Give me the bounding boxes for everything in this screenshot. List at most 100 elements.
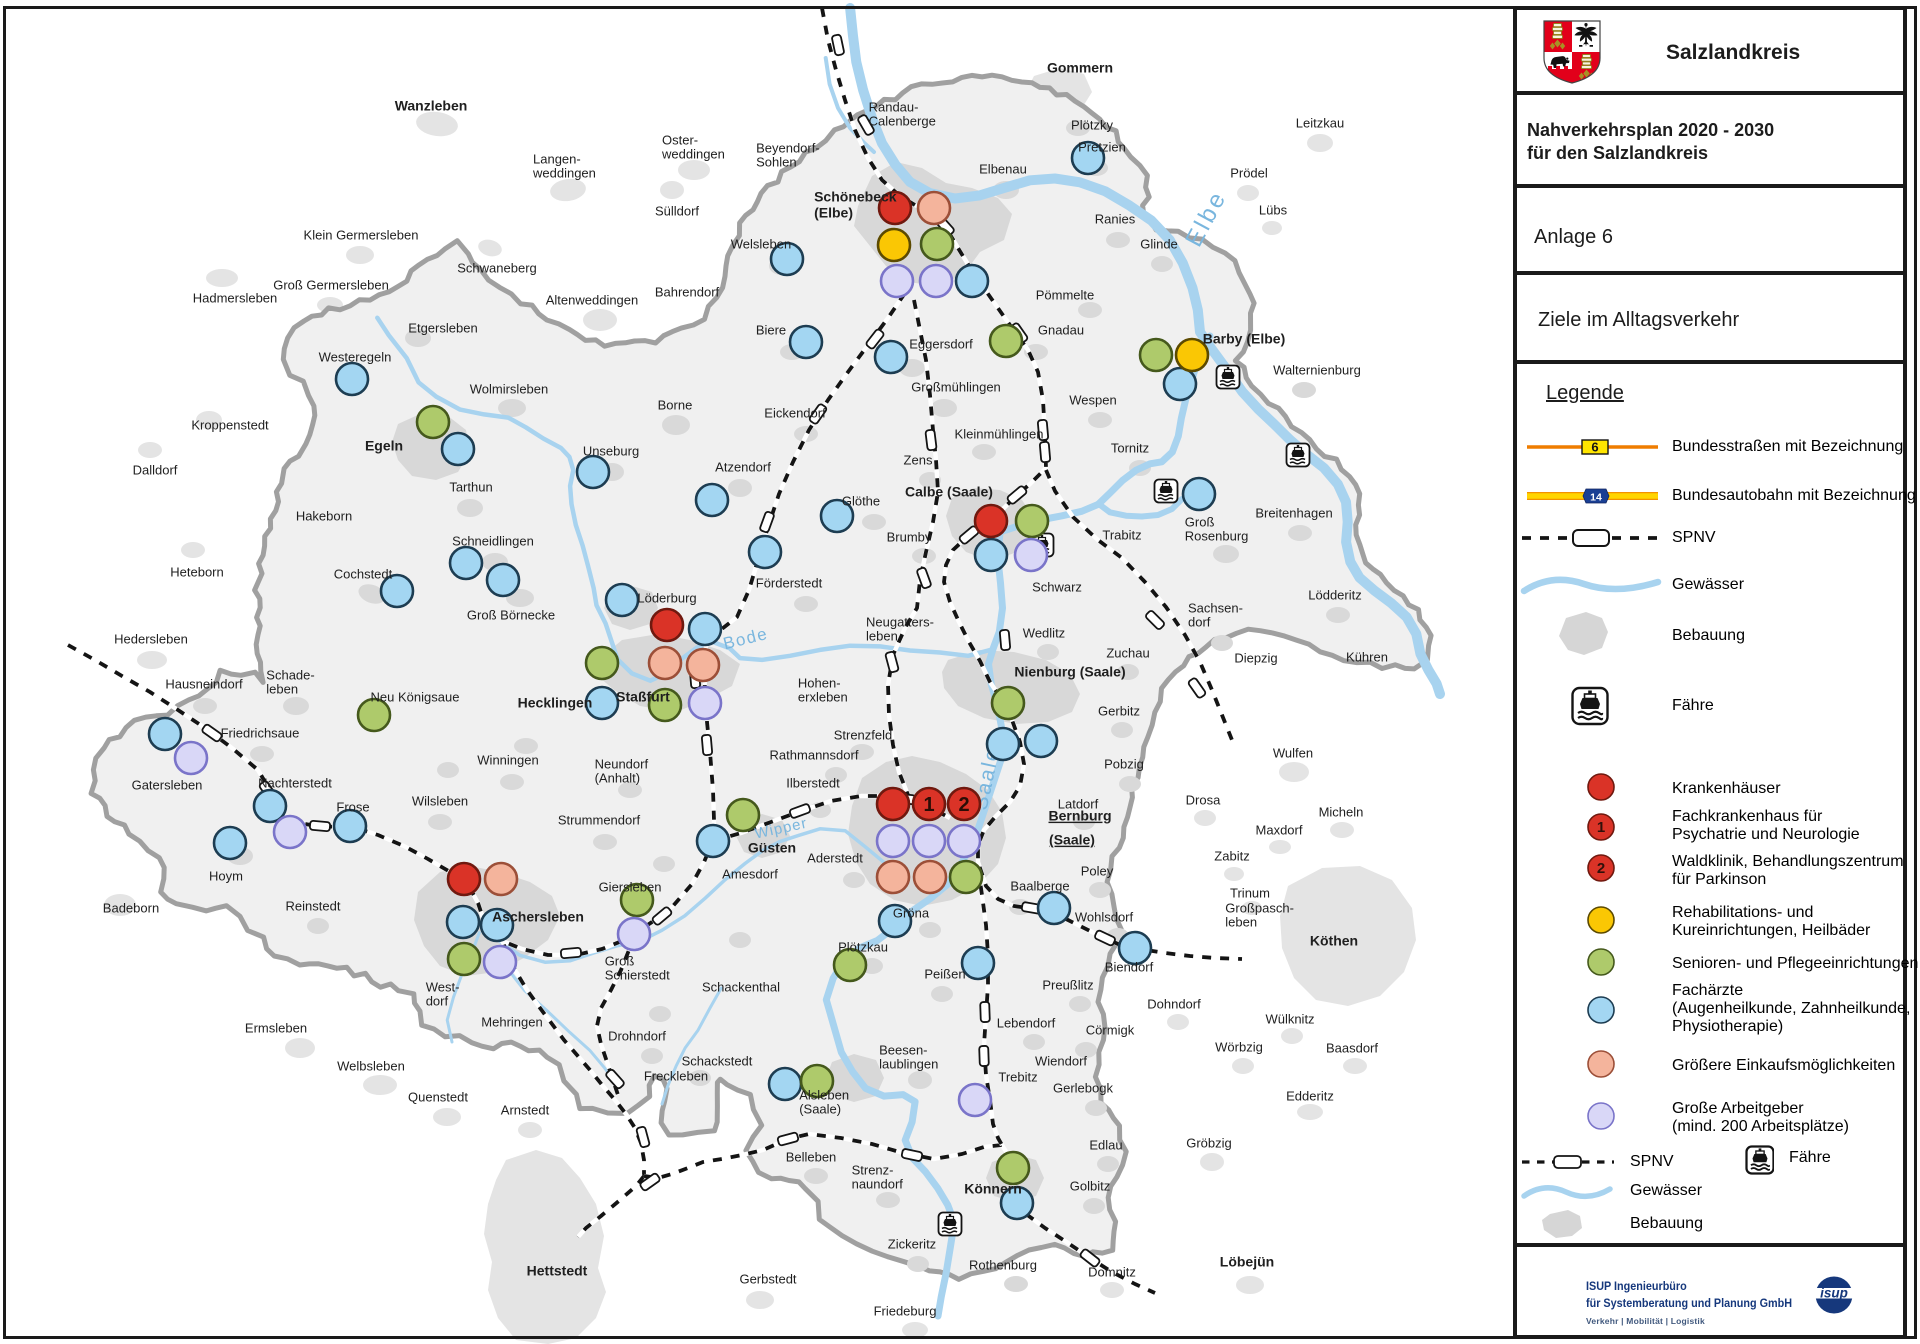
- svg-text:Glinde: Glinde: [1140, 237, 1178, 252]
- svg-text:Förderstedt: Förderstedt: [756, 576, 823, 591]
- svg-text:Dohndorf: Dohndorf: [1147, 997, 1201, 1012]
- svg-text:Tarthun: Tarthun: [449, 480, 492, 495]
- svg-text:Tornitz: Tornitz: [1111, 441, 1149, 456]
- svg-text:Beyendorf-: Beyendorf-: [756, 141, 820, 156]
- svg-text:Hedersleben: Hedersleben: [114, 632, 188, 647]
- svg-text:West-: West-: [426, 980, 460, 995]
- svg-text:Beesen-: Beesen-: [879, 1043, 927, 1058]
- svg-text:Löbejün: Löbejün: [1220, 1254, 1274, 1270]
- svg-text:Hausneindorf: Hausneindorf: [165, 677, 243, 692]
- svg-text:Unseburg: Unseburg: [583, 444, 639, 459]
- svg-text:laublingen: laublingen: [879, 1057, 938, 1072]
- svg-text:Golbitz: Golbitz: [1070, 1179, 1110, 1194]
- svg-text:Langen-: Langen-: [533, 152, 581, 167]
- svg-text:2: 2: [1597, 860, 1605, 877]
- svg-text:Westeregeln: Westeregeln: [319, 350, 392, 365]
- svg-text:Plötzky: Plötzky: [1071, 118, 1113, 133]
- svg-text:Plötzkau: Plötzkau: [838, 940, 888, 955]
- svg-text:(Elbe): (Elbe): [814, 205, 853, 221]
- svg-text:Gerbitz: Gerbitz: [1098, 704, 1140, 719]
- svg-text:Hakeborn: Hakeborn: [296, 509, 352, 524]
- svg-text:Mehringen: Mehringen: [481, 1015, 542, 1030]
- svg-text:Eggersdorf: Eggersdorf: [909, 337, 973, 352]
- svg-text:Rothenburg: Rothenburg: [969, 1258, 1037, 1273]
- svg-text:Trinum: Trinum: [1230, 886, 1270, 901]
- svg-text:naundorf: naundorf: [852, 1177, 904, 1192]
- svg-text:Groß Germersleben: Groß Germersleben: [273, 278, 389, 293]
- svg-text:Randau-: Randau-: [869, 100, 919, 115]
- svg-text:6: 6: [1591, 440, 1598, 455]
- svg-text:2: 2: [958, 794, 969, 816]
- svg-text:Oster-: Oster-: [662, 133, 698, 148]
- svg-text:Klein Germersleben: Klein Germersleben: [304, 228, 419, 243]
- svg-text:Hadmersleben: Hadmersleben: [193, 291, 278, 306]
- svg-text:Hoym: Hoym: [209, 869, 243, 884]
- svg-text:Neugatters-: Neugatters-: [866, 615, 934, 630]
- svg-text:Rosenburg: Rosenburg: [1185, 529, 1249, 544]
- svg-text:Bernburg: Bernburg: [1049, 808, 1112, 824]
- svg-text:Schneidlingen: Schneidlingen: [452, 534, 534, 549]
- svg-text:Drohndorf: Drohndorf: [608, 1029, 666, 1044]
- svg-text:Aschersleben: Aschersleben: [492, 909, 584, 925]
- svg-text:Badeborn: Badeborn: [103, 901, 159, 916]
- svg-text:Dalldorf: Dalldorf: [133, 463, 178, 478]
- svg-text:Gröna: Gröna: [893, 906, 930, 921]
- svg-text:Kühren: Kühren: [1346, 650, 1388, 665]
- svg-text:Glöthe: Glöthe: [842, 494, 880, 509]
- svg-text:weddingen: weddingen: [532, 166, 596, 181]
- svg-text:Peißen: Peißen: [924, 967, 965, 982]
- svg-text:Hohen-: Hohen-: [798, 676, 841, 691]
- svg-text:Edlau: Edlau: [1089, 1138, 1122, 1153]
- svg-text:Micheln: Micheln: [1319, 805, 1364, 820]
- svg-text:(Saale): (Saale): [799, 1102, 841, 1117]
- svg-text:Latdorf: Latdorf: [1058, 797, 1099, 812]
- svg-text:Amesdorf: Amesdorf: [722, 867, 778, 882]
- svg-text:Friedeburg: Friedeburg: [874, 1304, 937, 1319]
- svg-text:Pobzig: Pobzig: [1104, 757, 1144, 772]
- svg-text:Diepzig: Diepzig: [1234, 651, 1277, 666]
- svg-text:Altenweddingen: Altenweddingen: [546, 293, 639, 308]
- svg-text:(Saale): (Saale): [1049, 832, 1095, 848]
- svg-text:Belleben: Belleben: [786, 1150, 837, 1165]
- svg-text:Freckleben: Freckleben: [644, 1069, 708, 1084]
- svg-text:Wedlitz: Wedlitz: [1023, 626, 1065, 641]
- svg-text:Friedrichsaue: Friedrichsaue: [221, 726, 300, 741]
- svg-text:Cochstedt: Cochstedt: [334, 567, 393, 582]
- svg-text:Leitzkau: Leitzkau: [1296, 116, 1344, 131]
- svg-text:Ilberstedt: Ilberstedt: [786, 776, 840, 791]
- svg-text:Wörbzig: Wörbzig: [1215, 1040, 1263, 1055]
- svg-text:Calbe (Saale): Calbe (Saale): [905, 484, 993, 500]
- svg-text:Egeln: Egeln: [365, 438, 403, 454]
- svg-text:Brumby: Brumby: [887, 530, 932, 545]
- svg-text:Schade-: Schade-: [266, 668, 314, 683]
- svg-text:Gnadau: Gnadau: [1038, 323, 1084, 338]
- svg-text:Zens: Zens: [904, 453, 933, 468]
- svg-text:Pömmelte: Pömmelte: [1036, 288, 1095, 303]
- svg-text:Walternienburg: Walternienburg: [1273, 363, 1361, 378]
- svg-text:Hettstedt: Hettstedt: [527, 1263, 588, 1279]
- svg-text:Domnitz: Domnitz: [1088, 1265, 1136, 1280]
- svg-text:Wespen: Wespen: [1069, 393, 1116, 408]
- svg-text:Wiendorf: Wiendorf: [1035, 1054, 1087, 1069]
- svg-text:Groß: Groß: [605, 954, 635, 969]
- svg-text:Pretzien: Pretzien: [1078, 140, 1126, 155]
- svg-text:Quenstedt: Quenstedt: [408, 1090, 468, 1105]
- svg-text:Frose: Frose: [336, 800, 369, 815]
- svg-text:Strummendorf: Strummendorf: [558, 813, 641, 828]
- svg-text:14: 14: [1590, 492, 1602, 504]
- svg-text:Wilsleben: Wilsleben: [412, 794, 468, 809]
- svg-text:Schackenthal: Schackenthal: [702, 980, 780, 995]
- svg-text:Elbenau: Elbenau: [979, 162, 1027, 177]
- svg-text:Biendorf: Biendorf: [1105, 960, 1154, 975]
- svg-text:Wanzleben: Wanzleben: [395, 98, 468, 114]
- svg-text:Großpasch-: Großpasch-: [1225, 901, 1294, 916]
- svg-text:Breitenhagen: Breitenhagen: [1255, 506, 1332, 521]
- svg-text:Baasdorf: Baasdorf: [1326, 1041, 1378, 1056]
- svg-text:Ermsleben: Ermsleben: [245, 1021, 307, 1036]
- svg-text:dorf: dorf: [1188, 615, 1211, 630]
- svg-text:Nachterstedt: Nachterstedt: [258, 776, 332, 791]
- svg-text:Aderstedt: Aderstedt: [807, 851, 863, 866]
- svg-text:Zickeritz: Zickeritz: [888, 1237, 936, 1252]
- svg-text:Wolmirsleben: Wolmirsleben: [470, 382, 549, 397]
- svg-text:Neundorf: Neundorf: [595, 757, 649, 772]
